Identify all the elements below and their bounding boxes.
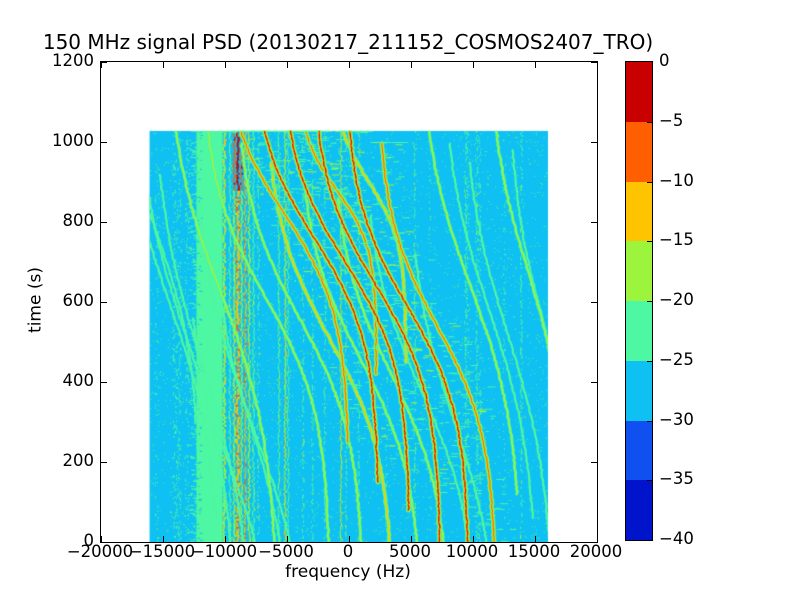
y-tick	[101, 541, 107, 543]
x-tick-label: −20000	[66, 542, 134, 561]
x-tick	[224, 536, 226, 542]
y-tick	[591, 461, 597, 463]
colorbar-tick-label: −35	[659, 469, 694, 489]
x-tick-label: −5000	[258, 542, 314, 561]
y-tick	[101, 61, 107, 63]
colorbar-segment	[626, 480, 652, 540]
plot-title: 150 MHz signal PSD (20130217_211152_COSM…	[42, 30, 654, 54]
x-tick	[472, 62, 474, 68]
y-tick	[101, 141, 107, 143]
x-tick	[596, 536, 598, 542]
x-tick	[534, 62, 536, 68]
y-tick	[591, 141, 597, 143]
colorbar-segment	[626, 360, 652, 421]
y-tick-label: 0	[83, 531, 95, 550]
axes-area	[100, 61, 598, 543]
colorbar-tick-label: −5	[659, 110, 684, 130]
y-tick	[101, 461, 107, 463]
x-tick-label: −15000	[128, 542, 196, 561]
y-tick-label: 200	[62, 451, 95, 470]
x-tick-label: 10000	[445, 542, 499, 561]
colorbar-tick-label: −25	[659, 349, 694, 369]
y-tick	[101, 301, 107, 303]
x-tick-label: −10000	[190, 542, 258, 561]
colorbar-tick	[647, 480, 652, 482]
x-tick	[100, 62, 102, 68]
x-tick-label: 5000	[389, 542, 431, 561]
colorbar-tick	[647, 181, 652, 183]
y-tick	[591, 221, 597, 223]
x-tick	[162, 62, 164, 68]
colorbar-tick	[647, 301, 652, 302]
y-tick	[591, 541, 597, 543]
y-tick-label: 1200	[52, 51, 94, 70]
colorbar-segment	[626, 62, 652, 122]
y-tick-label: 600	[62, 291, 95, 310]
x-axis-label: frequency (Hz)	[285, 562, 411, 582]
x-tick	[472, 536, 474, 542]
colorbar-tick-label: −10	[659, 170, 694, 190]
y-tick	[591, 301, 597, 303]
x-tick	[410, 62, 412, 68]
colorbar-segment	[626, 241, 652, 301]
x-tick	[162, 536, 164, 542]
x-tick	[224, 62, 226, 68]
x-tick-label: 20000	[569, 542, 623, 561]
colorbar-segment	[626, 301, 652, 361]
x-tick	[348, 62, 350, 68]
colorbar-tick-label: −40	[659, 529, 694, 548]
colorbar-tick-label: 0	[659, 51, 670, 70]
colorbar-tick	[647, 121, 652, 123]
spectrogram-canvas	[101, 62, 597, 542]
y-tick	[101, 381, 107, 383]
colorbar-tick-label: −15	[659, 230, 694, 250]
x-tick	[596, 62, 598, 68]
y-tick-label: 400	[62, 371, 95, 390]
colorbar-segment	[626, 420, 652, 481]
x-tick	[410, 536, 412, 542]
y-tick	[591, 61, 597, 63]
y-tick-label: 1000	[52, 131, 94, 150]
colorbar	[625, 61, 653, 541]
x-tick-label: 0	[342, 542, 354, 561]
colorbar-tick	[647, 241, 652, 243]
x-tick	[100, 536, 102, 542]
x-tick-label: 15000	[507, 542, 561, 561]
x-tick	[286, 62, 288, 68]
colorbar-tick	[647, 420, 652, 422]
y-tick-label: 800	[62, 211, 95, 230]
colorbar-tick-label: −30	[659, 409, 694, 429]
colorbar-segment	[626, 121, 652, 182]
x-tick	[534, 536, 536, 542]
y-tick	[101, 221, 107, 223]
colorbar-segment	[626, 181, 652, 242]
colorbar-tick	[647, 360, 652, 362]
colorbar-tick-label: −20	[659, 290, 694, 309]
y-tick	[591, 381, 597, 383]
x-tick	[286, 536, 288, 542]
x-tick	[348, 536, 350, 542]
